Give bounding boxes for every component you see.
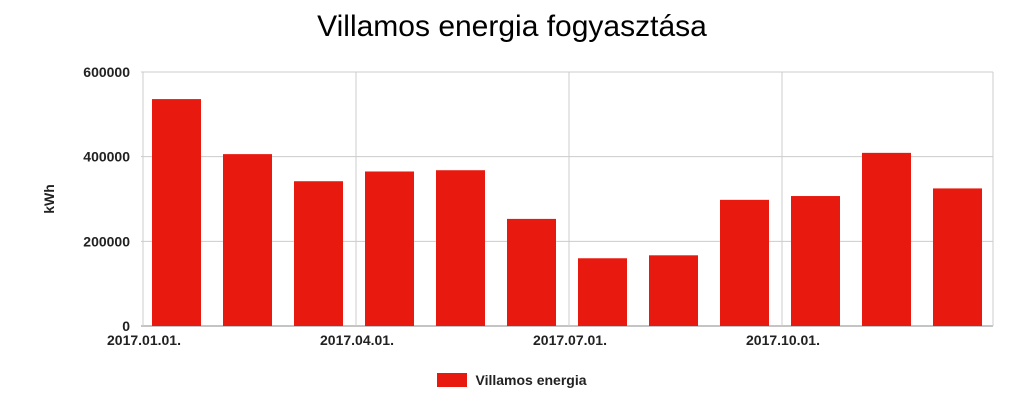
bar (862, 152, 911, 326)
bar (578, 258, 627, 326)
bar (791, 196, 840, 326)
y-tick-label: 600000 (83, 64, 130, 80)
bar (436, 170, 485, 326)
y-tick-label: 200000 (83, 233, 130, 249)
bar (933, 188, 982, 326)
y-tick-label: 400000 (83, 149, 130, 165)
x-tick-label: 2017.01.01. (107, 332, 181, 348)
legend-swatch (437, 373, 468, 387)
x-tick-label: 2017.07.01. (533, 332, 607, 348)
bar (720, 199, 769, 326)
legend: Villamos energia (0, 372, 1024, 388)
bar (649, 255, 698, 326)
bar (365, 171, 414, 326)
legend-label: Villamos energia (475, 372, 587, 388)
y-axis-label: kWh (41, 184, 57, 214)
x-tick-label: 2017.10.01. (746, 332, 820, 348)
y-tick-label: 0 (122, 318, 130, 334)
bar (294, 181, 343, 326)
bar (507, 218, 556, 326)
x-tick-label: 2017.04.01. (320, 332, 394, 348)
chart-title: Villamos energia fogyasztása (317, 10, 707, 43)
bar (152, 99, 201, 327)
bar (223, 154, 272, 326)
